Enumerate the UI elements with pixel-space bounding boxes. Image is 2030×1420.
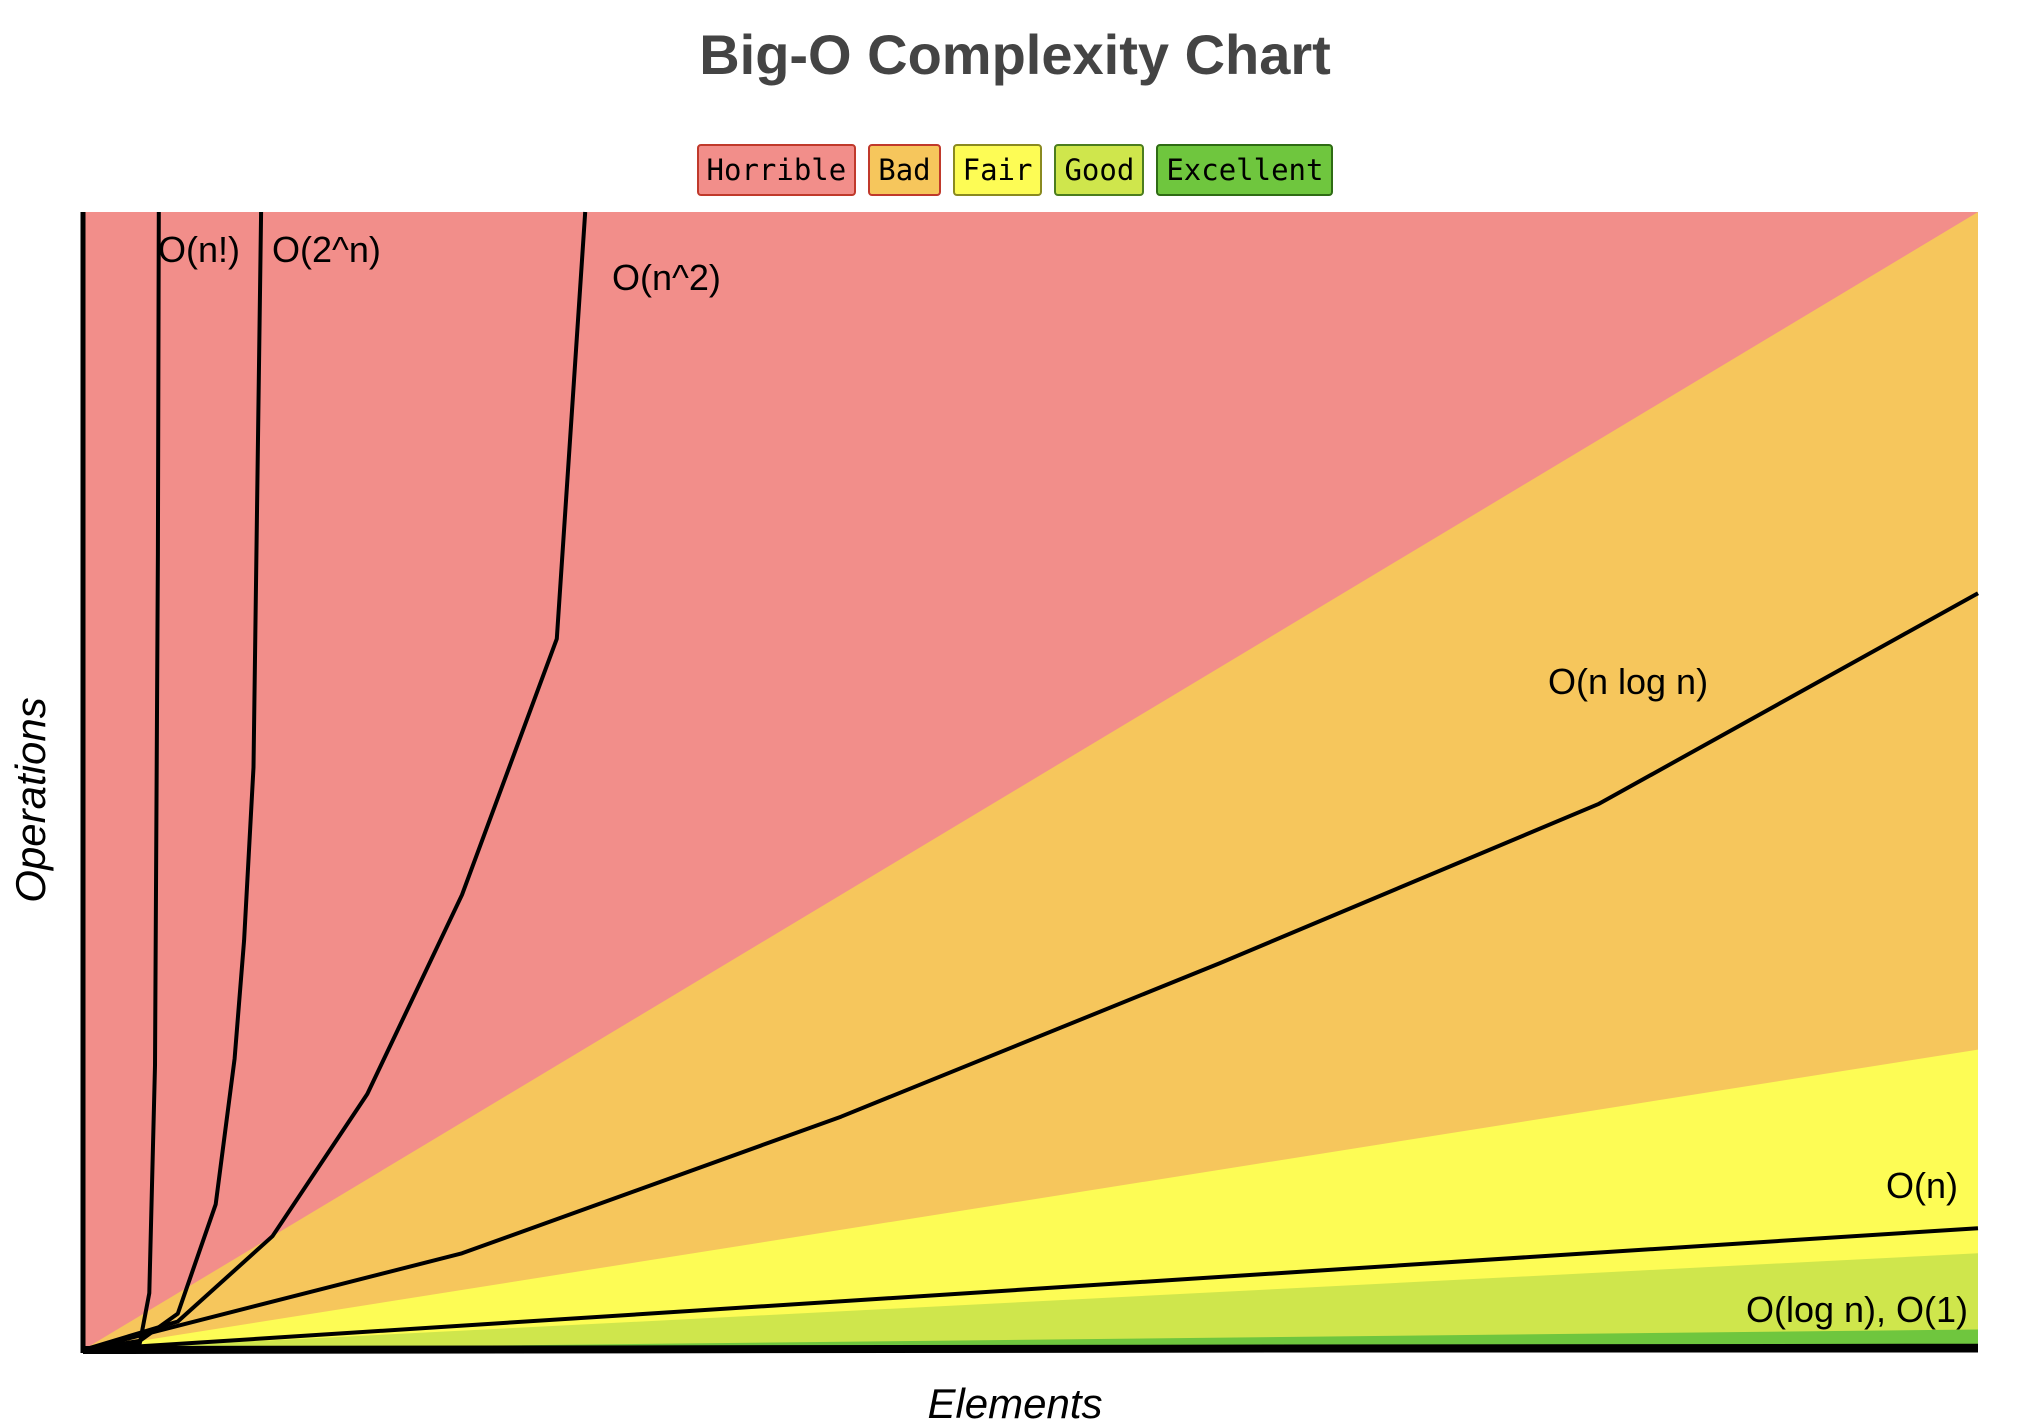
x-axis-label: Elements xyxy=(927,1380,1102,1420)
legend-item-bad: Bad xyxy=(868,144,941,196)
label-o-n-2-: O(n^2) xyxy=(612,257,721,298)
label-o-n-log-n-: O(n log n) xyxy=(1548,661,1708,702)
label-o-2-n-: O(2^n) xyxy=(272,229,381,270)
curve-labels: O(n!) O(2^n) O(n^2) O(n log n) O(n) O(log n),… xyxy=(158,229,1968,1330)
region-bad xyxy=(83,212,1978,1350)
legend-item-fair: Fair xyxy=(952,144,1043,196)
curve-o-n-log-n- xyxy=(82,591,1979,1352)
legend-item-good: Good xyxy=(1054,144,1145,196)
legend-item-excellent: Excellent xyxy=(1156,144,1334,196)
legend: Horrible Bad Fair Good Excellent xyxy=(0,144,2030,196)
region-fair xyxy=(83,1049,1978,1350)
curve-o-2-n- xyxy=(82,211,264,1352)
label-o-n-: O(n!) xyxy=(158,229,240,270)
y-axis-label: Operations xyxy=(7,697,54,902)
curve-o-n-2- xyxy=(82,211,588,1352)
region-good xyxy=(83,1253,1978,1350)
label-o-n-: O(n) xyxy=(1886,1165,1958,1206)
label-o-log-n-o-1-: O(log n), O(1) xyxy=(1746,1289,1968,1330)
curve-o-n- xyxy=(82,1226,1979,1352)
axes xyxy=(80,212,1978,1353)
legend-item-horrible: Horrible xyxy=(696,144,857,196)
complexity-regions xyxy=(83,212,1978,1350)
chart-title: Big-O Complexity Chart xyxy=(699,23,1331,86)
